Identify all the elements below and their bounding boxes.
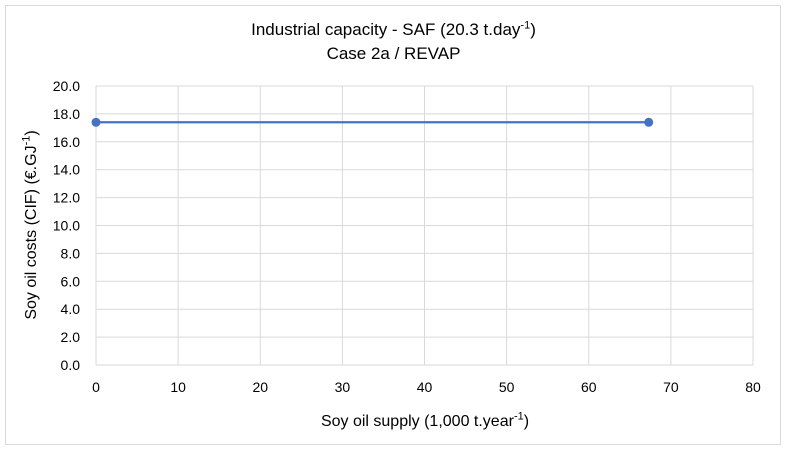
data-point [644, 117, 654, 127]
x-tick-label: 0 [92, 379, 100, 395]
x-tick-label: 10 [170, 379, 186, 395]
chart-title: Industrial capacity - SAF (20.3 t.day-1) [251, 19, 536, 39]
y-tick-label: 6.0 [61, 273, 81, 289]
data-point [91, 117, 101, 127]
y-tick-label: 8.0 [61, 245, 81, 261]
y-tick-label: 14.0 [53, 162, 80, 178]
y-tick-label: 18.0 [53, 106, 80, 122]
y-tick-label: 4.0 [61, 301, 81, 317]
x-axis-label: Soy oil supply (1,000 t.year-1) [320, 410, 530, 430]
x-tick-label: 60 [581, 379, 597, 395]
x-tick-label: 80 [745, 379, 761, 395]
chart-subtitle: Case 2a / REVAP [326, 44, 461, 63]
x-tick-label: 20 [252, 379, 268, 395]
series-layer [91, 117, 654, 127]
y-tick-label: 2.0 [61, 329, 81, 345]
x-tick-label: 40 [417, 379, 433, 395]
x-tick-labels: 0 10 20 30 40 50 60 70 80 [92, 379, 761, 395]
y-tick-label: 10.0 [53, 218, 80, 234]
y-tick-label: 0.0 [61, 357, 81, 373]
y-tick-label: 16.0 [53, 134, 80, 150]
y-tick-label: 20.0 [53, 78, 80, 94]
gridlines [95, 85, 754, 366]
x-tick-label: 50 [499, 379, 515, 395]
y-axis-label: Soy oil costs (CIF) (€.GJ-1) [20, 130, 40, 320]
x-tick-label: 70 [663, 379, 679, 395]
y-tick-label: 12.0 [53, 190, 80, 206]
x-tick-label: 30 [335, 379, 351, 395]
y-tick-labels: 0.0 2.0 4.0 6.0 8.0 10.0 12.0 14.0 16.0 18.0 20.0 [53, 78, 80, 373]
